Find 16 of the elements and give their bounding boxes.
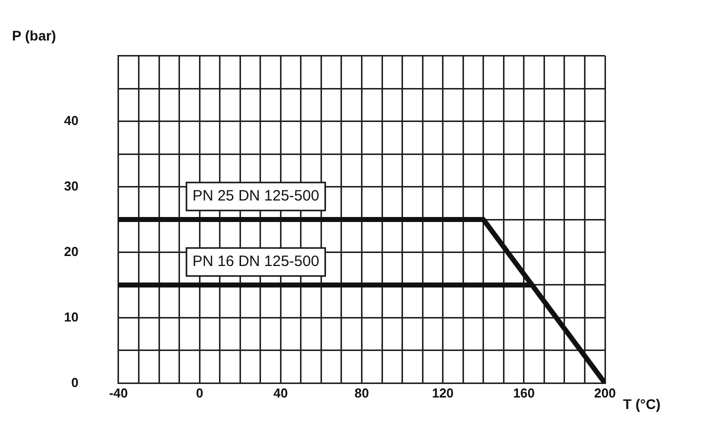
x-tick-label: 40 — [273, 386, 288, 401]
y-tick-label: 30 — [64, 178, 78, 194]
y-axis-title: P (bar) — [12, 28, 56, 44]
y-tick-label: 40 — [64, 112, 78, 128]
x-tick-label: 160 — [513, 386, 535, 401]
x-tick-label: 0 — [196, 386, 204, 401]
y-tick-label: 10 — [64, 309, 78, 324]
x-tick-label: 200 — [594, 386, 616, 401]
x-axis-title: T (°C) — [623, 396, 660, 412]
x-tick-label: -40 — [109, 386, 128, 401]
x-tick-label: 120 — [432, 386, 454, 401]
y-tick-label: 20 — [64, 244, 78, 259]
y-tick-label: 0 — [71, 374, 78, 390]
x-tick-label: 80 — [354, 386, 369, 401]
series-label: PN 16 DN 125-500 — [192, 253, 320, 270]
series-label: PN 25 DN 125-500 — [192, 188, 320, 205]
